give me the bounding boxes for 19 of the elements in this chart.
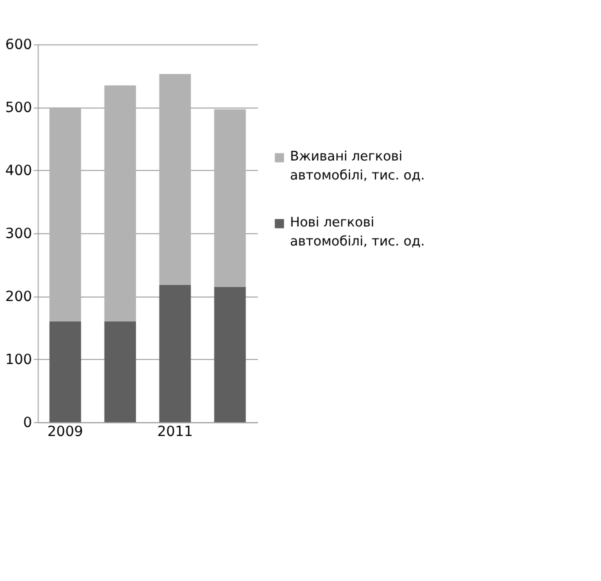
y-tick-label: 200 — [5, 289, 32, 306]
bar — [214, 286, 246, 422]
legend-label: Нові легкові автомобілі, тис. од. — [290, 215, 425, 250]
y-tick-label: 400 — [5, 163, 32, 180]
bar — [104, 85, 136, 322]
bar — [104, 321, 136, 422]
y-tick-label: 100 — [5, 352, 32, 368]
y-tick-label: 300 — [5, 226, 32, 242]
y-tick-label: 0 — [23, 415, 32, 432]
bar — [214, 109, 246, 287]
x-tick-label: 2011 — [157, 424, 193, 440]
bar — [159, 284, 191, 422]
bar — [49, 107, 82, 322]
x-tick-label: 2009 — [47, 424, 84, 440]
bar — [49, 321, 82, 422]
y-tick-label: 600 — [5, 37, 32, 54]
y-tick-label: 500 — [5, 100, 32, 116]
legend-label: Вживані легкові автомобілі, тис. од. — [290, 149, 425, 184]
bar — [159, 74, 191, 285]
